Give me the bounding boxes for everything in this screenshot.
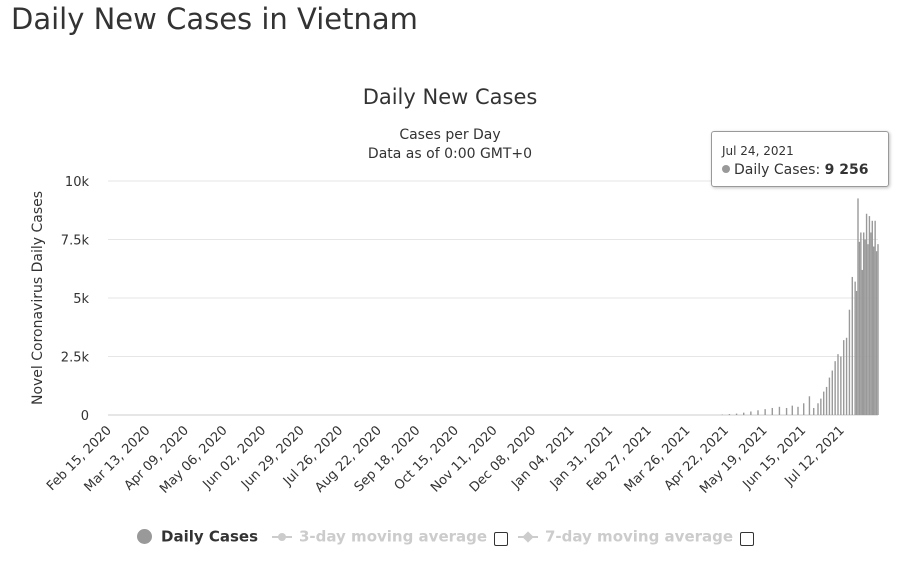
bar[interactable] [791,405,793,415]
bar[interactable] [860,232,862,415]
bar[interactable] [845,337,848,415]
bar[interactable] [808,396,811,415]
legend-label-daily-cases: Daily Cases [161,527,259,546]
bar[interactable] [864,239,866,416]
bar[interactable] [813,407,815,415]
y-tick-label: 2.5k [61,351,90,366]
tooltip-value: 9 256 [824,162,869,178]
bar[interactable] [863,232,865,415]
bar[interactable] [820,398,822,415]
tooltip-series-name: Daily Cases [734,162,816,178]
x-tick-label: May 06, 2020 [157,423,230,496]
bar[interactable] [828,377,831,415]
legend-label-3-day-average: 3-day moving average [299,527,488,546]
bar[interactable] [778,406,781,415]
x-tick-label: May 19, 2021 [697,423,770,496]
tooltip-date: Jul 24, 2021 [722,144,794,158]
bar[interactable] [757,410,759,415]
bar[interactable] [874,220,876,415]
bar[interactable] [817,403,819,415]
bars[interactable] [721,198,879,416]
x-tick-label: Feb 15, 2020 [44,423,115,494]
bar[interactable] [771,407,773,415]
legend-label-7-day-average: 7-day moving average [545,527,734,546]
bar[interactable] [857,198,859,415]
legend-dot-icon [137,529,152,544]
bar[interactable] [834,361,836,415]
bar[interactable] [750,411,752,415]
x-tick-label: Aug 22, 2020 [312,423,384,495]
page-title: Daily New Cases in Vietnam [11,2,418,36]
y-tick-label: 7.5k [61,234,90,249]
bar[interactable] [870,232,872,415]
tooltip-row: Daily Cases: 9 256 [722,162,888,178]
bar[interactable] [803,403,805,415]
bar[interactable] [871,220,873,415]
bar[interactable] [848,309,851,415]
bar[interactable] [858,241,861,415]
bar[interactable] [825,386,828,415]
x-tick-label: Nov 11, 2020 [428,423,500,495]
bar[interactable] [721,414,723,416]
bar[interactable] [877,244,879,415]
bar[interactable] [843,340,845,415]
legend-item-3-day-average[interactable]: 3-day moving average [272,527,487,546]
y-axis-label: Novel Coronavirus Daily Cases [30,191,46,405]
bar[interactable] [854,281,856,415]
bar[interactable] [837,354,839,415]
legend-line-circle-icon [272,532,292,541]
hover-tooltip: Jul 24, 2021 Daily Cases: 9 256 [711,131,889,187]
bar[interactable] [728,414,731,415]
grid-lines [108,180,878,416]
bar[interactable] [855,290,858,415]
bar[interactable] [743,412,745,415]
bar[interactable] [831,370,833,415]
bar[interactable] [851,276,853,415]
y-tick-label: 10k [65,175,90,190]
legend-item-7-day-average[interactable]: 7-day moving average [518,527,733,546]
checkbox-3-day-average[interactable] [494,532,508,546]
bar[interactable] [861,269,863,415]
bar[interactable] [823,391,825,415]
chart-legend: Daily Cases 3-day moving average 7-day m… [0,524,905,554]
bar[interactable] [867,244,869,415]
legend-item-daily-cases[interactable]: Daily Cases [137,527,258,546]
bar[interactable] [785,407,788,415]
chart-title: Daily New Cases [363,85,538,109]
y-tick-label: 5k [73,292,89,307]
tooltip-series-dot-icon [722,165,730,173]
bar[interactable] [840,356,842,416]
bar[interactable] [875,251,878,415]
bar[interactable] [735,413,738,415]
chart-subtitle-line-2: Data as of 0:00 GMT+0 [368,146,532,162]
chart-subtitle-line-1: Cases per Day [399,127,500,143]
bar[interactable] [868,216,871,415]
legend-line-diamond-icon [518,535,538,538]
checkbox-7-day-average[interactable] [740,532,754,546]
bar[interactable] [797,406,799,415]
bar[interactable] [873,246,875,415]
bar[interactable] [764,409,766,415]
y-tick-label: 0 [81,409,89,424]
y-axis-ticks: 0 2.5k 5k 7.5k 10k [61,175,90,424]
bar[interactable] [865,213,868,415]
